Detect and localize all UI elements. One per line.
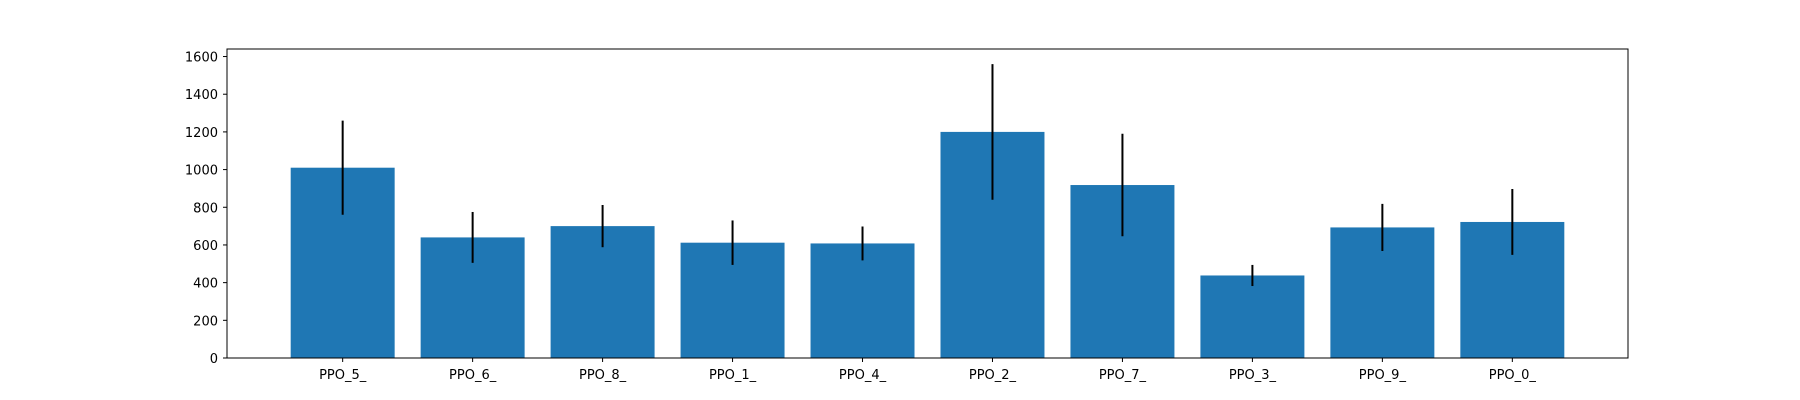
- plot-frame: [226, 48, 1629, 359]
- bar-PPO_3_: [1200, 275, 1305, 358]
- x-tick-label: PPO_3_: [1229, 368, 1277, 383]
- x-tick-label: PPO_7_: [1099, 368, 1147, 383]
- x-axis: PPO_5_ PPO_6_ PPO_8_ PPO_1_ PPO_4_ PPO_2_ PPO_…: [319, 358, 1536, 383]
- y-tick-label: 600: [193, 239, 218, 254]
- x-tick-label: PPO_5_: [319, 368, 367, 383]
- y-tick-label: 1000: [185, 164, 218, 179]
- y-tick-label: 800: [193, 201, 218, 216]
- x-tick-label: PPO_9_: [1359, 368, 1407, 383]
- x-tick-label: PPO_1_: [709, 368, 757, 383]
- bar-PPO_8_: [550, 226, 655, 358]
- y-tick-label: 1600: [185, 51, 218, 66]
- y-tick-label: 200: [193, 314, 218, 329]
- bars-layer: [290, 131, 1565, 358]
- y-axis: 0 200 400 600 800 1000 1200 1400 1600: [185, 51, 227, 367]
- y-tick-label: 1200: [185, 126, 218, 141]
- x-tick-label: PPO_6_: [449, 368, 497, 383]
- bar-PPO_4_: [810, 243, 915, 358]
- error-bars-layer: [341, 64, 1514, 287]
- x-tick-label: PPO_2_: [969, 368, 1017, 383]
- x-tick-label: PPO_4_: [839, 368, 887, 383]
- x-tick-label: PPO_0_: [1489, 368, 1537, 383]
- y-tick-label: 1400: [185, 88, 218, 103]
- x-tick-label: PPO_8_: [579, 368, 627, 383]
- y-tick-label: 400: [193, 277, 218, 292]
- y-tick-label: 0: [210, 352, 218, 367]
